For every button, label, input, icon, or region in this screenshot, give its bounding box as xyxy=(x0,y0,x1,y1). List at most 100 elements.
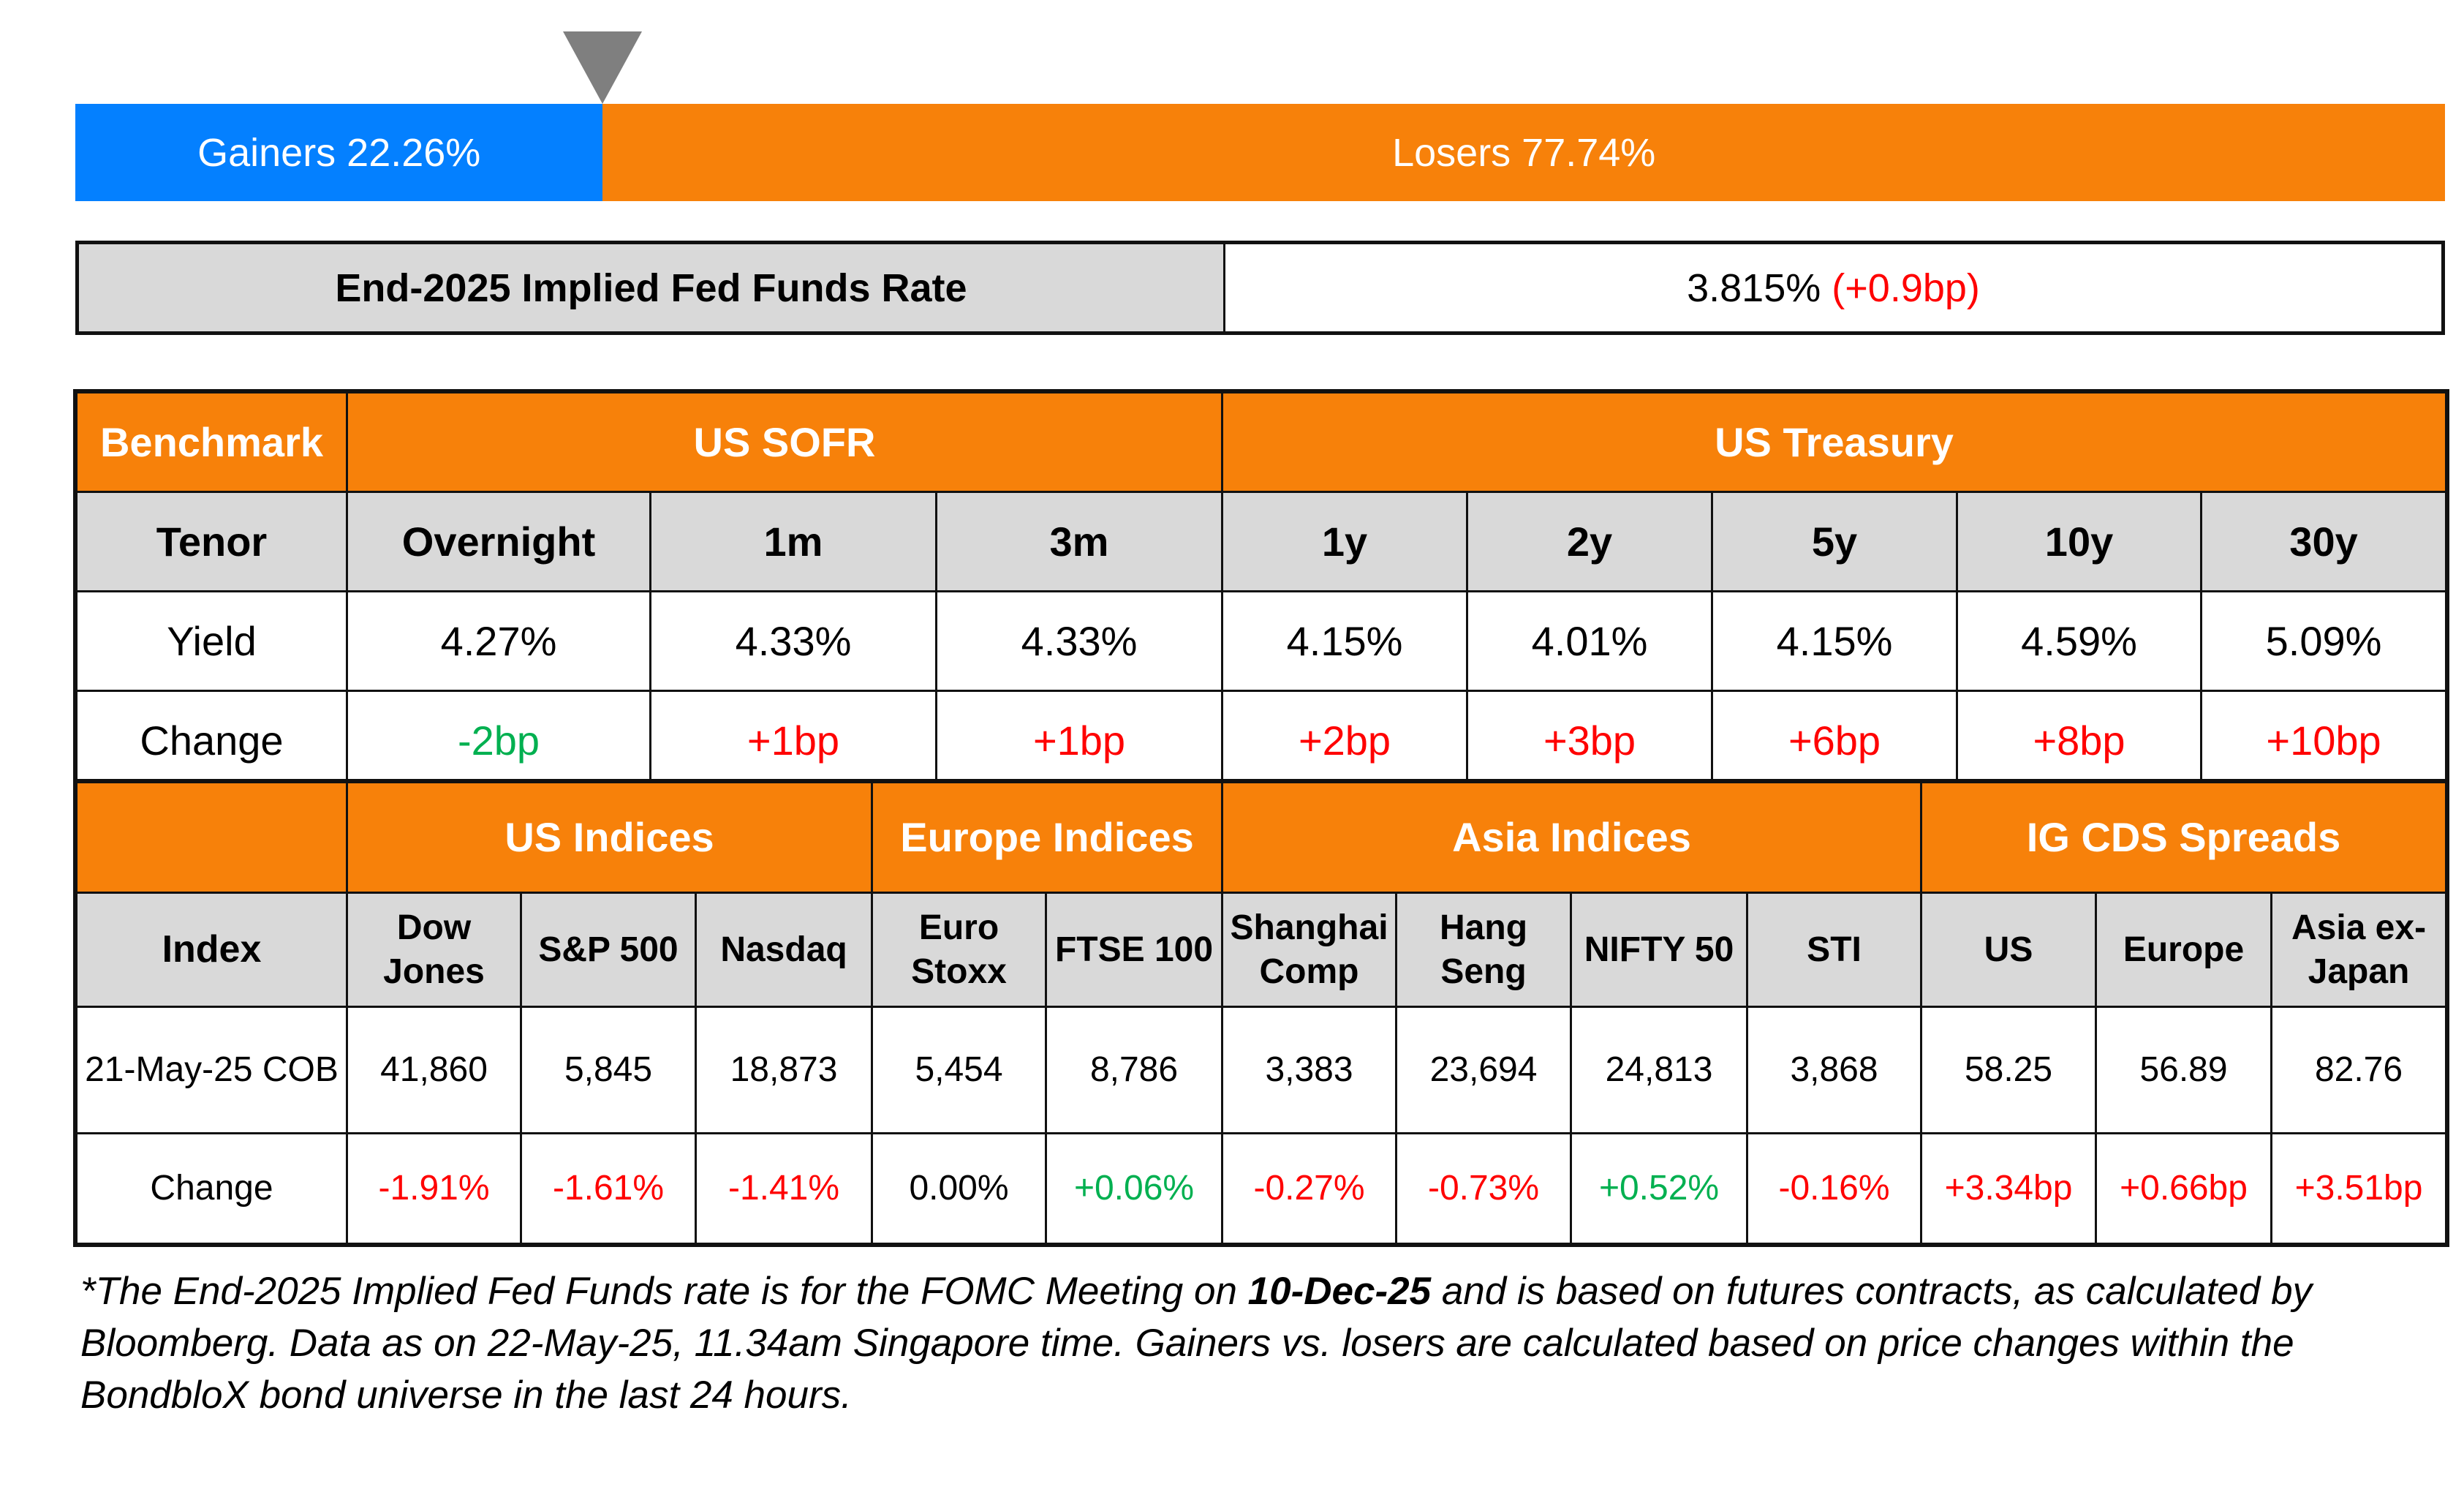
index-change-cell: -1.41% xyxy=(694,1132,874,1245)
footnote-text-2: and is based on futures contracts, as ca… xyxy=(80,1270,2313,1417)
index-name-cell: NIFTY 50 xyxy=(1570,892,1749,1008)
footnote-meeting-date: 10-Dec-25 xyxy=(1247,1270,1432,1313)
group-header-us-indices: US Indices xyxy=(345,781,874,894)
rates-table: Benchmark US SOFR US Treasury Tenor Over… xyxy=(72,389,2450,794)
index-name-cell: Shanghai Comp xyxy=(1221,892,1398,1008)
footnote-text-1: *The End-2025 Implied Fed Funds rate is … xyxy=(80,1270,1248,1313)
index-change-cell: +0.52% xyxy=(1570,1132,1749,1245)
index-name-line-1: NIFTY 50 xyxy=(1584,930,1734,969)
index-name-cell: Asia ex- Japan xyxy=(2270,892,2448,1008)
tenor-cell: 5y xyxy=(1711,491,1959,592)
index-change-cell: +3.51bp xyxy=(2270,1132,2448,1245)
change-cell: -2bp xyxy=(346,690,651,791)
index-name-cell: Euro Stoxx xyxy=(871,892,1048,1008)
yield-row-label: Yield xyxy=(75,590,348,692)
index-value-cell: 18,873 xyxy=(694,1006,874,1134)
yield-cell: 4.15% xyxy=(1711,590,1959,692)
fed-funds-row: End-2025 Implied Fed Funds Rate 3.815% (… xyxy=(75,241,2445,335)
yield-cell: 4.01% xyxy=(1466,590,1714,692)
tenor-header: Tenor xyxy=(75,491,348,592)
index-value-cell: 23,694 xyxy=(1395,1006,1573,1134)
breadth-marker-triangle-icon xyxy=(563,31,643,104)
benchmark-header: Benchmark xyxy=(75,391,348,493)
group-header-europe-indices: Europe Indices xyxy=(871,781,1224,894)
index-value-cell: 24,813 xyxy=(1570,1006,1749,1134)
index-name-cell: Dow Jones xyxy=(346,892,522,1008)
losers-segment: Losers 77.74% xyxy=(602,104,2445,201)
tenor-cell: 3m xyxy=(934,491,1224,592)
index-name-line-1: US xyxy=(1984,930,2033,969)
index-value-cell: 8,786 xyxy=(1045,1006,1224,1134)
tenor-cell: 10y xyxy=(1956,491,2203,592)
yield-cell: 4.59% xyxy=(1956,590,2203,692)
index-name-line-1: Asia ex- xyxy=(2291,908,2427,947)
index-change-cell: -0.27% xyxy=(1221,1132,1398,1245)
tenor-cell: 30y xyxy=(2200,491,2448,592)
index-name-cell: Nasdaq xyxy=(694,892,874,1008)
change-cell: +1bp xyxy=(649,690,937,791)
fed-funds-value-cell: 3.815% (+0.9bp) xyxy=(1225,244,2441,331)
change-cell: +2bp xyxy=(1221,690,1469,791)
index-value-cell: 58.25 xyxy=(1920,1006,2098,1134)
index-value-cell: 56.89 xyxy=(2095,1006,2273,1134)
tenor-cell: 2y xyxy=(1466,491,1714,592)
tenor-cell: Overnight xyxy=(346,491,651,592)
index-change-cell: +0.06% xyxy=(1045,1132,1224,1245)
yield-cell: 4.15% xyxy=(1221,590,1469,692)
index-name-cell: FTSE 100 xyxy=(1045,892,1224,1008)
index-change-cell: -0.16% xyxy=(1746,1132,1923,1245)
index-value-cell: 41,860 xyxy=(346,1006,522,1134)
yield-cell: 4.33% xyxy=(934,590,1224,692)
index-name-line-1: Nasdaq xyxy=(720,930,847,969)
index-name-line-1: S&P 500 xyxy=(538,930,679,969)
index-name-line-1: STI xyxy=(1807,930,1862,969)
index-name-line-1: FTSE 100 xyxy=(1054,930,1214,969)
index-change-cell: 0.00% xyxy=(871,1132,1048,1245)
index-header: Index xyxy=(75,892,348,1008)
yield-cell: 5.09% xyxy=(2200,590,2448,692)
change-cell: +10bp xyxy=(2200,690,2448,791)
index-name-cell: STI xyxy=(1746,892,1923,1008)
date-row-label: 21-May-25 COB xyxy=(75,1006,348,1134)
index-change-cell: -1.91% xyxy=(346,1132,522,1245)
blank-header-cell xyxy=(75,781,348,894)
tenor-cell: 1m xyxy=(649,491,937,592)
index-name-cell: US xyxy=(1920,892,2098,1008)
index-name-line-1: Europe xyxy=(2123,930,2245,969)
gainers-losers-bar: Gainers 22.26% Losers 77.74% xyxy=(75,104,2445,201)
index-name-line-1: Shanghai xyxy=(1230,908,1388,947)
index-name-line-1: Euro xyxy=(918,908,999,947)
index-value-cell: 5,454 xyxy=(871,1006,1048,1134)
fed-funds-value: 3.815% xyxy=(1687,265,1821,310)
change-cell: +8bp xyxy=(1956,690,2203,791)
index-value-cell: 3,868 xyxy=(1746,1006,1923,1134)
index-change-cell: -0.73% xyxy=(1395,1132,1573,1245)
index-value-cell: 82.76 xyxy=(2270,1006,2448,1134)
index-name-cell: Europe xyxy=(2095,892,2273,1008)
index-name-cell: Hang Seng xyxy=(1395,892,1573,1008)
change-row-label: Change xyxy=(75,690,348,791)
index-name-line-1: Dow xyxy=(396,908,472,947)
index-change-cell: +0.66bp xyxy=(2095,1132,2273,1245)
index-name-line-2: Jones xyxy=(383,952,485,991)
group-header-ig-cds-spreads: IG CDS Spreads xyxy=(1920,781,2448,894)
group-header-us-treasury: US Treasury xyxy=(1221,391,2448,493)
fed-funds-change: (+0.9bp) xyxy=(1832,265,1980,310)
index-name-cell: S&P 500 xyxy=(520,892,697,1008)
change-row-label: Change xyxy=(75,1132,348,1245)
change-cell: +1bp xyxy=(934,690,1224,791)
change-cell: +3bp xyxy=(1466,690,1714,791)
index-name-line-1: Hang xyxy=(1440,908,1528,947)
losers-label: Losers 77.74% xyxy=(1392,130,1656,175)
group-header-asia-indices: Asia Indices xyxy=(1221,781,1923,894)
index-name-line-2: Japan xyxy=(2308,952,2410,991)
footnote: *The End-2025 Implied Fed Funds rate is … xyxy=(80,1265,2449,1421)
gainers-label: Gainers 22.26% xyxy=(197,130,481,175)
index-change-cell: -1.61% xyxy=(520,1132,697,1245)
index-change-cell: +3.34bp xyxy=(1920,1132,2098,1245)
indices-table: US Indices Europe Indices Asia Indices I… xyxy=(72,779,2450,1247)
index-name-line-2: Seng xyxy=(1440,952,1527,991)
fed-funds-label: End-2025 Implied Fed Funds Rate xyxy=(79,244,1225,331)
index-value-cell: 5,845 xyxy=(520,1006,697,1134)
gainers-segment: Gainers 22.26% xyxy=(75,104,603,201)
